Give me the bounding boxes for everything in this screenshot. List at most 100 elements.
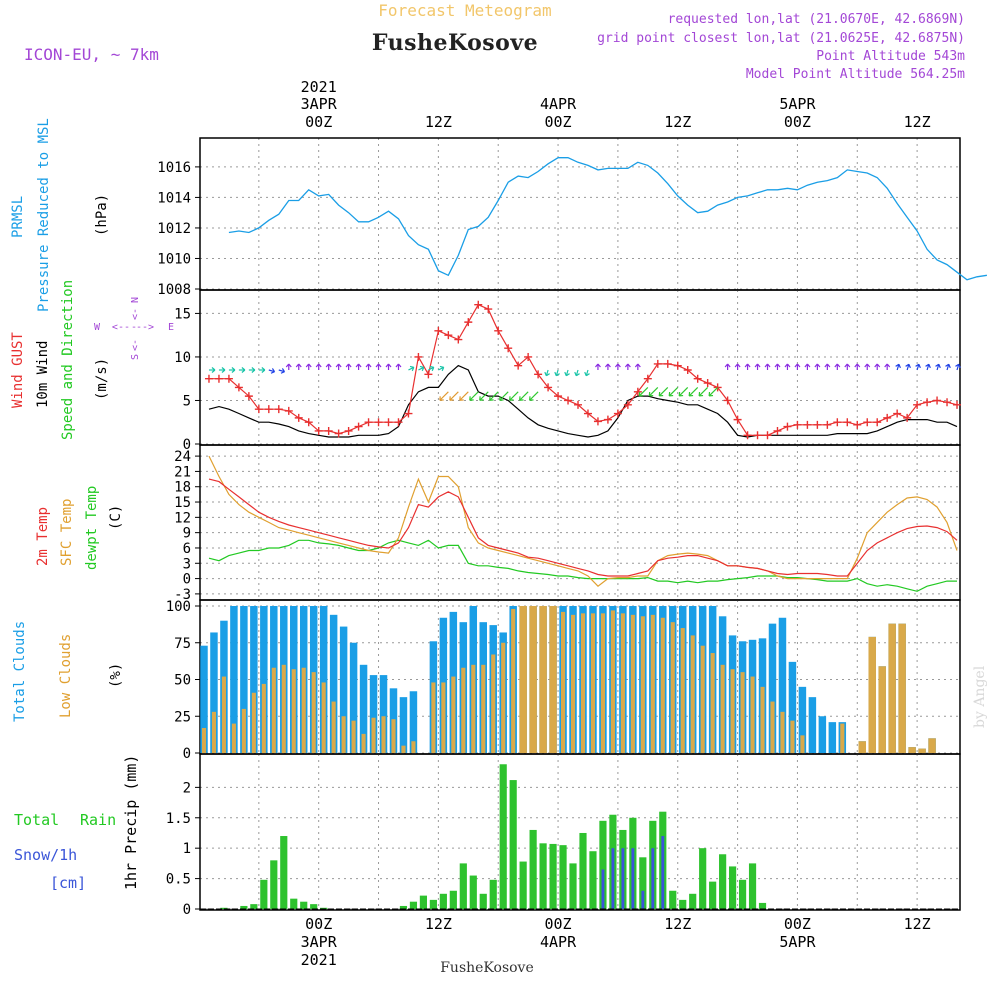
dewpoint-line — [208, 539, 957, 592]
gust-marker — [304, 418, 313, 427]
wind-arrow — [499, 391, 509, 401]
gust-marker — [673, 361, 682, 370]
gust-marker — [484, 305, 493, 314]
low-cloud-bar — [539, 606, 547, 753]
wind-arrow-head — [295, 363, 302, 368]
compass-west-east-arrow: <-- --> — [112, 322, 154, 333]
gust-marker — [683, 366, 692, 374]
rain-bar — [519, 861, 527, 909]
bottom-date-label: 3APR — [301, 933, 338, 951]
wind-arrow-head — [638, 391, 644, 397]
wind-arrow-head — [261, 367, 266, 373]
low-cloud-bar — [441, 682, 446, 753]
wind-arrow-head — [698, 391, 704, 397]
wind-arrow-head — [459, 396, 464, 401]
compass-east-label: E — [168, 322, 174, 333]
total-cloud-bar — [788, 661, 797, 753]
model-label: ICON-EU, ~ 7km — [24, 45, 159, 64]
top-date-label: 5APR — [779, 95, 816, 113]
total-cloud-bar — [250, 606, 258, 753]
wind-arrow-head — [499, 396, 504, 401]
total-clouds-label: Total Clouds — [12, 621, 28, 722]
low-cloud-bar — [560, 611, 566, 753]
gust-marker — [623, 400, 632, 409]
wind-arrow-head — [648, 391, 654, 397]
rain-bar — [679, 899, 687, 909]
gust-marker — [284, 406, 293, 415]
low-cloud-bar — [800, 735, 805, 753]
wind-arrow — [585, 369, 589, 376]
wind-arrow-head — [449, 396, 454, 401]
top-hour-label: 00Z — [305, 113, 332, 131]
gust-marker — [324, 426, 333, 435]
wind-10m-label: 10m Wind — [35, 341, 51, 408]
wind-arrow-head — [734, 363, 741, 368]
low-cloud-bar — [201, 728, 207, 753]
wind-arrow — [956, 364, 960, 371]
rain-bar — [529, 829, 537, 909]
gust-marker — [414, 352, 423, 361]
wind-arrow-head — [335, 363, 342, 368]
rain-bar — [409, 901, 418, 909]
rain-bar — [320, 907, 328, 909]
wind-arrow-head — [469, 396, 474, 401]
y-tick-label: 5 — [183, 393, 191, 409]
low-cloud-bar — [361, 733, 366, 753]
rain-bar — [738, 879, 747, 909]
rain-bar — [509, 780, 517, 909]
total-cloud-bar — [808, 697, 817, 753]
y-tick-label: 18 — [174, 480, 191, 496]
wind-arrow — [545, 369, 549, 376]
y-tick-label: 10 — [174, 350, 191, 366]
low-cloud-bar — [549, 606, 557, 753]
gust-marker — [434, 326, 443, 335]
wind-arrow — [278, 369, 285, 373]
top-date-label: 4APR — [540, 95, 577, 113]
low-cloud-bar — [790, 720, 795, 753]
gust-marker — [773, 426, 782, 435]
wind-arrow-head — [688, 391, 694, 397]
gust-marker — [224, 374, 233, 383]
gust-marker — [264, 405, 273, 414]
wind-arrow — [698, 386, 709, 397]
low-cloud-bar — [620, 613, 625, 753]
location-title: FusheKosove — [372, 30, 538, 56]
gust-marker — [653, 359, 662, 368]
gust-marker — [803, 420, 812, 429]
wind-arrow-head — [574, 371, 580, 377]
rain-bar — [559, 845, 567, 909]
total-cloud-bar — [260, 606, 268, 753]
gust-marker — [564, 396, 573, 405]
wind-arrow-head — [794, 363, 801, 368]
wind-arrow-head — [935, 363, 941, 369]
gust-marker — [813, 420, 822, 429]
compass-dash: - — [131, 322, 137, 333]
gust-marker — [374, 418, 383, 427]
bottom-date-label: 4APR — [540, 933, 577, 951]
low-cloud-bar — [391, 719, 396, 753]
wind-arrow-head — [584, 371, 590, 377]
compass-west-label: W — [94, 322, 101, 333]
low-cloud-bar — [401, 745, 406, 753]
wind-arrow — [575, 369, 579, 376]
y-tick-label: 1008 — [157, 282, 191, 298]
top-hour-label: 00Z — [545, 113, 572, 131]
y-tick-label: 50 — [174, 673, 191, 689]
gust-marker — [583, 409, 592, 418]
y-tick-label: 15 — [174, 306, 191, 322]
gust-marker — [244, 392, 253, 401]
wind-arrow-head — [365, 363, 372, 368]
wind-arrow — [449, 391, 459, 401]
y-tick-label: 1014 — [157, 190, 191, 206]
requested-lonlat: requested lon,lat (21.0670E, 42.6869N) — [668, 12, 965, 27]
gust-marker — [474, 300, 483, 309]
low-cloud-bar — [898, 623, 906, 753]
rain-bar — [419, 895, 428, 909]
wind-arrow-head — [905, 363, 911, 369]
rain-bar — [709, 881, 717, 909]
y-tick-label: 0.5 — [166, 872, 191, 888]
bottom-hour-label: 12Z — [904, 915, 931, 933]
wind-arrow — [469, 391, 479, 401]
gust-marker — [524, 352, 533, 361]
